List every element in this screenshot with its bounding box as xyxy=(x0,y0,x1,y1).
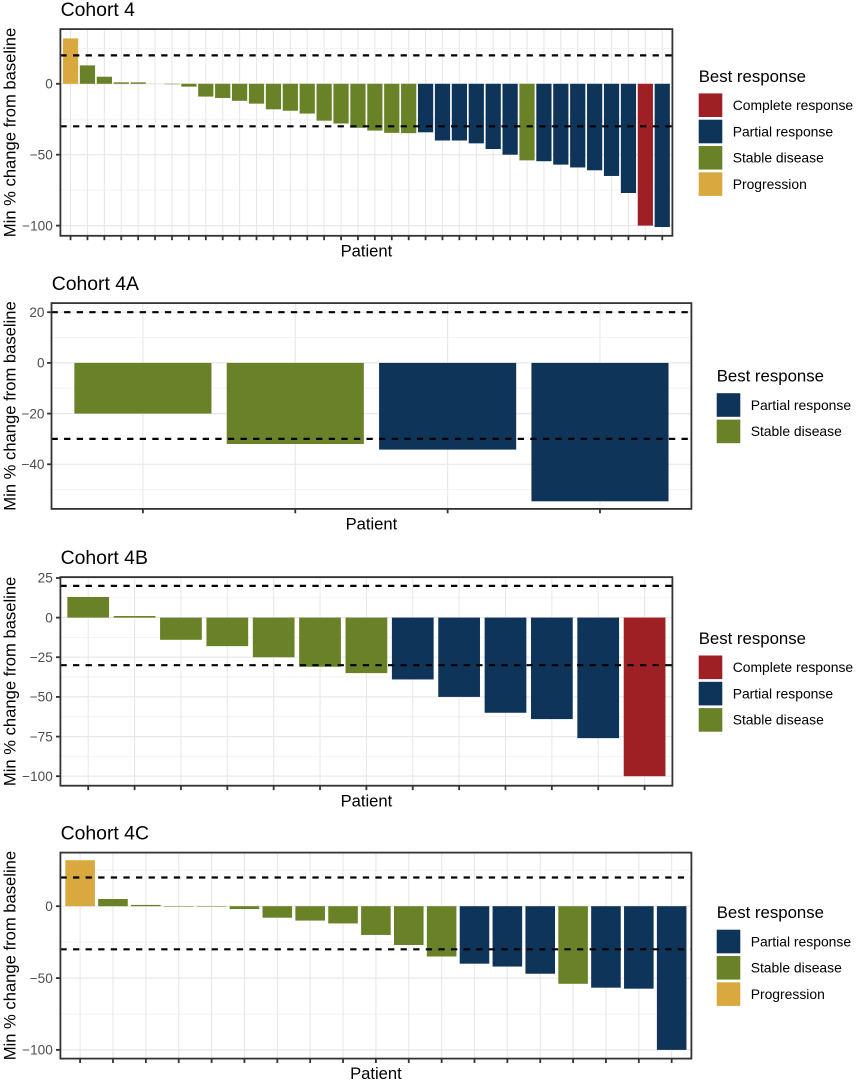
svg-text:−75: −75 xyxy=(30,729,53,744)
svg-text:Min % change from baseline: Min % change from baseline xyxy=(1,577,20,786)
svg-text:Patient: Patient xyxy=(341,241,393,260)
svg-text:0: 0 xyxy=(45,77,53,92)
svg-text:Stable disease: Stable disease xyxy=(733,712,824,728)
svg-text:Progression: Progression xyxy=(751,986,825,1002)
svg-text:Cohort 4: Cohort 4 xyxy=(61,0,136,21)
svg-text:−50: −50 xyxy=(30,971,53,986)
svg-text:Min % change from baseline: Min % change from baseline xyxy=(1,28,20,237)
svg-text:Cohort 4B: Cohort 4B xyxy=(61,547,148,569)
svg-text:−20: −20 xyxy=(21,406,44,421)
svg-text:Best response: Best response xyxy=(717,903,824,922)
svg-text:Patient: Patient xyxy=(346,515,398,534)
svg-text:Cohort 4A: Cohort 4A xyxy=(52,273,139,295)
svg-text:−100: −100 xyxy=(22,769,53,784)
svg-text:Partial response: Partial response xyxy=(751,933,852,949)
svg-text:−40: −40 xyxy=(21,457,44,472)
svg-text:0: 0 xyxy=(37,356,45,371)
svg-text:0: 0 xyxy=(45,899,53,914)
svg-text:Best response: Best response xyxy=(699,67,806,86)
svg-text:−25: −25 xyxy=(30,650,53,665)
svg-text:Progression: Progression xyxy=(733,176,807,192)
svg-text:20: 20 xyxy=(29,305,45,320)
svg-text:−100: −100 xyxy=(22,1043,53,1058)
svg-text:Best response: Best response xyxy=(699,629,806,648)
svg-text:−100: −100 xyxy=(22,218,53,233)
svg-text:Min % change from baseline: Min % change from baseline xyxy=(1,301,20,510)
svg-text:0: 0 xyxy=(45,610,53,625)
svg-text:Cohort 4C: Cohort 4C xyxy=(61,823,149,845)
svg-text:Partial response: Partial response xyxy=(733,685,834,701)
svg-text:Complete response: Complete response xyxy=(733,659,854,675)
svg-text:Patient: Patient xyxy=(350,1064,402,1083)
svg-text:Stable disease: Stable disease xyxy=(733,150,824,166)
svg-text:Complete response: Complete response xyxy=(733,97,854,113)
svg-text:25: 25 xyxy=(38,571,53,586)
svg-text:Best response: Best response xyxy=(717,367,824,386)
svg-text:−50: −50 xyxy=(30,147,53,162)
svg-text:−50: −50 xyxy=(30,690,53,705)
svg-text:Partial response: Partial response xyxy=(751,397,852,413)
svg-text:Partial response: Partial response xyxy=(733,123,834,139)
svg-text:Stable disease: Stable disease xyxy=(751,423,842,439)
svg-text:Min % change from baseline: Min % change from baseline xyxy=(1,851,20,1060)
svg-text:Patient: Patient xyxy=(341,791,393,810)
svg-text:Stable disease: Stable disease xyxy=(751,960,842,976)
